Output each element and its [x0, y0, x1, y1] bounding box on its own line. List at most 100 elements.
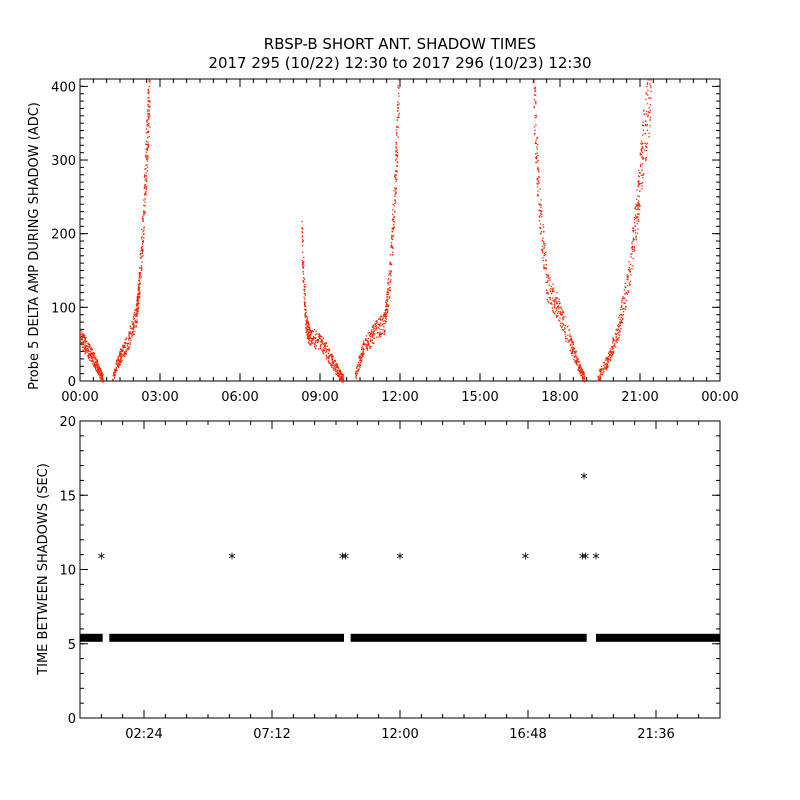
- data-point: [541, 248, 544, 251]
- data-point: [622, 318, 624, 320]
- data-point: [123, 354, 125, 357]
- data-point: [385, 308, 388, 310]
- data-point: [371, 330, 373, 332]
- data-point: [125, 353, 128, 355]
- data-point: [338, 374, 340, 377]
- data-point: [392, 218, 394, 220]
- data-point: [145, 180, 148, 182]
- data-point: [121, 359, 123, 362]
- data-point: [385, 299, 387, 301]
- data-point: [574, 352, 576, 354]
- data-point: [321, 341, 323, 343]
- interval-point: *: [339, 550, 347, 568]
- data-point: [611, 356, 613, 358]
- data-point: [144, 211, 146, 213]
- data-point: [133, 325, 135, 327]
- data-point: [626, 275, 628, 278]
- baseline-points: [109, 633, 344, 642]
- data-point: [598, 379, 600, 381]
- data-point: [303, 278, 306, 280]
- data-point: [370, 334, 372, 336]
- data-point: [367, 337, 369, 340]
- data-point: [392, 247, 394, 250]
- data-point: [575, 356, 578, 358]
- data-point: [96, 359, 98, 361]
- data-point: [136, 311, 138, 313]
- data-point: [543, 264, 545, 266]
- data-point: [320, 347, 322, 349]
- data-point: [139, 293, 141, 295]
- data-point: [617, 328, 619, 330]
- data-point: [148, 113, 150, 115]
- data-point: [94, 367, 97, 369]
- data-point: [376, 320, 378, 322]
- data-point: [637, 216, 639, 218]
- data-point: [97, 371, 99, 373]
- data-point: [638, 182, 640, 185]
- data-point: [650, 85, 652, 87]
- data-point: [387, 279, 389, 281]
- data-point: [130, 333, 132, 335]
- data-point: [136, 305, 138, 307]
- data-point: [310, 330, 312, 332]
- data-point: [321, 349, 323, 351]
- data-point: [339, 377, 342, 380]
- data-point: [606, 366, 609, 369]
- data-point: [533, 106, 536, 109]
- data-point: [542, 257, 544, 259]
- data-point: [381, 332, 383, 335]
- data-point: [306, 329, 308, 331]
- data-point: [312, 342, 314, 344]
- data-point: [550, 302, 552, 304]
- data-point: [142, 219, 144, 222]
- data-point: [600, 369, 602, 372]
- data-point: [366, 339, 368, 342]
- data-point: [147, 119, 149, 121]
- data-point: [564, 324, 566, 327]
- data-point: [606, 358, 608, 360]
- data-point: [395, 178, 397, 180]
- data-point: [397, 107, 400, 109]
- data-point: [629, 268, 632, 270]
- data-point: [607, 365, 609, 367]
- data-point: [99, 370, 101, 373]
- data-point: [305, 311, 307, 314]
- data-point: [632, 257, 634, 260]
- data-point: [555, 299, 557, 301]
- data-point: [120, 361, 122, 363]
- data-point: [557, 319, 560, 321]
- data-point: [141, 217, 144, 219]
- data-point: [135, 309, 137, 311]
- data-point: [303, 303, 306, 305]
- data-point: [533, 98, 536, 101]
- data-point: [131, 333, 133, 335]
- data-point: [632, 230, 635, 232]
- data-point: [562, 311, 565, 314]
- data-point: [634, 214, 637, 216]
- interval-point: *: [522, 550, 530, 568]
- data-point: [621, 322, 623, 324]
- data-point: [639, 154, 641, 156]
- data-point: [135, 304, 138, 306]
- data-point: [144, 194, 146, 196]
- data-point: [85, 351, 87, 353]
- data-point: [642, 110, 645, 112]
- data-point: [137, 283, 139, 286]
- data-point: [571, 350, 574, 352]
- y-tick-label: 15: [59, 489, 76, 504]
- data-point: [328, 362, 330, 364]
- data-point: [303, 256, 305, 259]
- data-point: [395, 141, 397, 144]
- data-point: [536, 161, 538, 163]
- data-point: [335, 363, 337, 365]
- data-point: [582, 376, 584, 379]
- data-point: [144, 201, 146, 203]
- data-point: [145, 156, 147, 158]
- data-point: [607, 361, 609, 363]
- data-point: [128, 336, 130, 338]
- data-point: [535, 103, 537, 105]
- data-point: [145, 172, 147, 174]
- data-point: [148, 122, 150, 125]
- data-point: [146, 149, 149, 151]
- data-point: [384, 313, 386, 316]
